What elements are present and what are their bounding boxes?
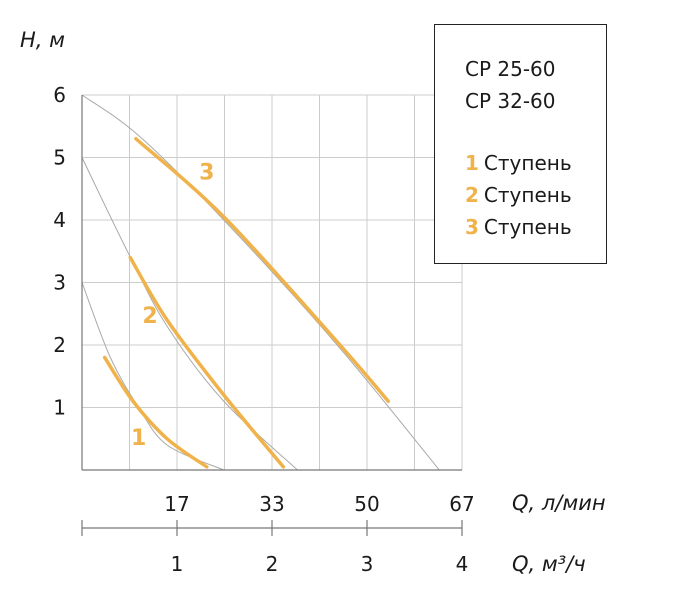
y-tick-label: 5 [53, 146, 66, 170]
y-tick-label: 2 [53, 333, 66, 357]
legend-model: CP 25-60 [465, 57, 556, 81]
x-tick-label: 67 [449, 492, 474, 516]
y-tick-label: 4 [53, 208, 66, 232]
legend-item-number: 2 [465, 183, 479, 207]
stage-curve-2 [128, 255, 286, 469]
y-tick-label: 6 [53, 83, 66, 107]
legend-item-number: 1 [465, 151, 479, 175]
tick-labels: 1 2 3 4 5 6 17 33 50 67 1 2 3 4 [53, 83, 474, 576]
stage-curve-1 [102, 355, 209, 469]
grid [82, 94, 463, 470]
x2-tick-label: 3 [361, 552, 374, 576]
legend-item-number: 3 [465, 215, 479, 239]
stage-curve-label: 2 [142, 304, 157, 329]
x-tick-label: 33 [259, 492, 284, 516]
envelope-curve-2 [81, 157, 298, 471]
x-tick-label: 17 [164, 492, 189, 516]
legend-item-label: Ступень [483, 215, 572, 239]
y-tick-label: 1 [53, 396, 66, 420]
x2-tick-label: 2 [266, 552, 279, 576]
stage-curve-3 [134, 137, 391, 403]
y-axis-label: H, м [20, 28, 65, 52]
legend-item: 3 Ступень [465, 215, 572, 239]
legend-item: 1 Ступень [465, 151, 572, 175]
legend-model: CP 32-60 [465, 89, 556, 113]
stage-curve-label: 1 [131, 426, 146, 451]
y-tick-label: 3 [53, 271, 66, 295]
x2-tick-label: 4 [456, 552, 469, 576]
x2-axis-label: Q, м³/ч [512, 552, 586, 576]
x-axis-label: Q, л/мин [512, 491, 606, 515]
legend-item: 2 Ступень [465, 183, 572, 207]
stage-curves: 1 2 3 [102, 137, 391, 469]
legend-item-label: Ступень [483, 151, 572, 175]
envelope-curve-3 [81, 94, 440, 471]
stage-curve-label: 3 [199, 160, 214, 185]
axes [81, 95, 463, 536]
legend: CP 25-60 CP 32-60 1 Ступень 2 Ступень 3 Сту… [434, 24, 607, 264]
legend-item-label: Ступень [483, 183, 572, 207]
x2-tick-label: 1 [171, 552, 184, 576]
x-tick-label: 50 [354, 492, 379, 516]
